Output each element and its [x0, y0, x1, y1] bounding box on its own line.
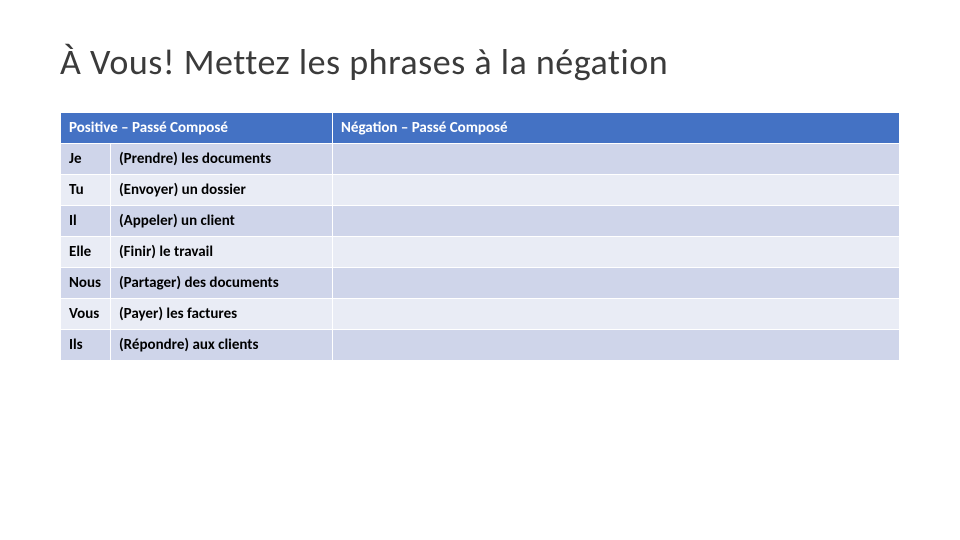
cell-negation [333, 299, 900, 330]
cell-negation [333, 206, 900, 237]
cell-verb: (Partager) des documents [111, 268, 333, 299]
table-row: Il (Appeler) un client [61, 206, 900, 237]
cell-negation [333, 237, 900, 268]
cell-negation [333, 268, 900, 299]
cell-verb: (Répondre) aux clients [111, 330, 333, 361]
cell-verb: (Finir) le travail [111, 237, 333, 268]
cell-pronoun: Il [61, 206, 111, 237]
table-header-row: Positive – Passé Composé Négation – Pass… [61, 113, 900, 144]
cell-verb: (Payer) les factures [111, 299, 333, 330]
cell-pronoun: Je [61, 144, 111, 175]
cell-verb: (Envoyer) un dossier [111, 175, 333, 206]
table-row: Vous (Payer) les factures [61, 299, 900, 330]
table-row: Je (Prendre) les documents [61, 144, 900, 175]
exercise-table: Positive – Passé Composé Négation – Pass… [60, 112, 900, 361]
cell-verb: (Prendre) les documents [111, 144, 333, 175]
cell-pronoun: Ils [61, 330, 111, 361]
cell-pronoun: Tu [61, 175, 111, 206]
table-row: Elle (Finir) le travail [61, 237, 900, 268]
header-positive: Positive – Passé Composé [61, 113, 333, 144]
cell-negation [333, 330, 900, 361]
cell-negation [333, 175, 900, 206]
header-negation: Négation – Passé Composé [333, 113, 900, 144]
cell-pronoun: Vous [61, 299, 111, 330]
table-row: Nous (Partager) des documents [61, 268, 900, 299]
slide: À Vous! Mettez les phrases à la négation… [0, 0, 960, 361]
table-row: Ils (Répondre) aux clients [61, 330, 900, 361]
table-row: Tu (Envoyer) un dossier [61, 175, 900, 206]
page-title: À Vous! Mettez les phrases à la négation [60, 40, 900, 84]
cell-verb: (Appeler) un client [111, 206, 333, 237]
cell-pronoun: Nous [61, 268, 111, 299]
cell-pronoun: Elle [61, 237, 111, 268]
cell-negation [333, 144, 900, 175]
